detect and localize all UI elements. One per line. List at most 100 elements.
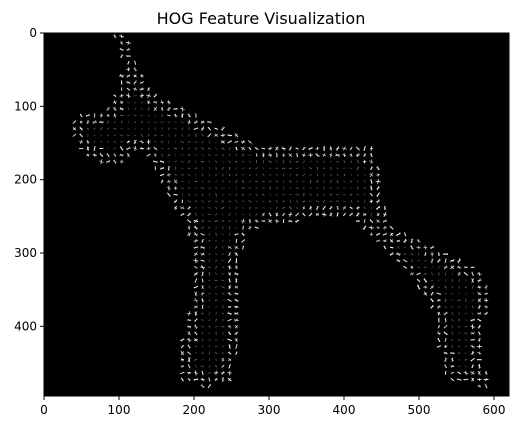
hog-gradient-stroke bbox=[457, 285, 461, 289]
hog-gradient-stroke bbox=[146, 153, 152, 157]
hog-gradient-stroke bbox=[187, 133, 191, 137]
hog-gradient-stroke bbox=[181, 167, 184, 170]
hog-gradient-stroke bbox=[79, 113, 83, 118]
hog-gradient-stroke bbox=[201, 304, 204, 309]
hog-gradient-stroke bbox=[241, 160, 245, 163]
hog-gradient-stroke bbox=[268, 160, 272, 163]
hog-gradient-stroke bbox=[227, 134, 232, 137]
hog-gradient-stroke bbox=[228, 252, 231, 256]
hog-gradient-stroke bbox=[107, 127, 109, 130]
hog-gradient-stroke bbox=[180, 140, 184, 143]
hog-gradient-stroke bbox=[220, 134, 226, 137]
hog-gradient-stroke bbox=[106, 114, 110, 117]
hog-gradient-stroke bbox=[477, 318, 482, 322]
hog-gradient-stroke bbox=[377, 166, 380, 171]
hog-gradient-stroke bbox=[228, 187, 231, 190]
hog-gradient-stroke bbox=[275, 146, 279, 151]
hog-gradient-stroke bbox=[93, 145, 96, 152]
hog-gradient-stroke bbox=[349, 187, 353, 190]
hog-gradient-stroke bbox=[316, 153, 319, 157]
hog-gradient-stroke bbox=[187, 325, 192, 329]
hog-gradient-stroke bbox=[261, 212, 265, 217]
hog-gradient-stroke bbox=[208, 173, 211, 177]
hog-gradient-stroke bbox=[86, 153, 90, 157]
hog-gradient-stroke bbox=[106, 153, 110, 157]
hog-gradient-stroke bbox=[194, 252, 198, 257]
hog-gradient-stroke bbox=[477, 305, 481, 309]
hog-gradient-stroke bbox=[140, 127, 144, 130]
hog-gradient-stroke bbox=[167, 133, 170, 137]
hog-gradient-stroke bbox=[180, 153, 184, 157]
hog-gradient-stroke bbox=[174, 113, 177, 118]
hog-gradient-stroke bbox=[377, 186, 380, 191]
hog-gradient-stroke bbox=[336, 200, 339, 203]
hog-gradient-stroke bbox=[133, 67, 138, 72]
hog-gradient-stroke bbox=[235, 173, 238, 177]
hog-gradient-stroke bbox=[207, 371, 211, 375]
hog-gradient-stroke bbox=[349, 160, 353, 163]
hog-gradient-stroke bbox=[214, 154, 218, 156]
hog-gradient-stroke bbox=[471, 351, 474, 356]
hog-gradient-stroke bbox=[201, 377, 204, 382]
hog-gradient-stroke bbox=[113, 114, 117, 117]
hog-gradient-stroke bbox=[248, 167, 252, 170]
hog-gradient-stroke bbox=[174, 147, 178, 150]
hog-gradient-stroke bbox=[179, 107, 185, 110]
hog-gradient-stroke bbox=[424, 259, 427, 262]
hog-gradient-stroke bbox=[261, 180, 265, 183]
hog-gradient-stroke bbox=[417, 266, 421, 269]
hog-gradient-stroke bbox=[214, 127, 218, 130]
hog-gradient-stroke bbox=[201, 193, 204, 197]
hog-gradient-stroke bbox=[221, 147, 225, 150]
hog-gradient-stroke bbox=[93, 127, 97, 130]
hog-gradient-stroke bbox=[221, 179, 225, 184]
hog-gradient-stroke bbox=[119, 41, 124, 45]
x-tick-label: 0 bbox=[40, 403, 48, 417]
hog-gradient-stroke bbox=[153, 106, 158, 112]
hog-gradient-stroke bbox=[369, 166, 373, 170]
hog-gradient-stroke bbox=[99, 120, 103, 124]
hog-gradient-stroke bbox=[450, 358, 454, 362]
hog-gradient-stroke bbox=[187, 192, 191, 197]
hog-gradient-stroke bbox=[214, 213, 218, 216]
hog-gradient-stroke bbox=[208, 246, 211, 249]
hog-gradient-stroke bbox=[383, 240, 387, 242]
hog-gradient-stroke bbox=[127, 107, 130, 111]
hog-gradient-stroke bbox=[309, 160, 312, 163]
hog-gradient-stroke bbox=[362, 173, 367, 177]
hog-gradient-stroke bbox=[443, 357, 448, 362]
hog-gradient-stroke bbox=[227, 318, 233, 322]
hog-gradient-stroke bbox=[302, 153, 306, 157]
axes-frame bbox=[43, 32, 510, 397]
hog-gradient-stroke bbox=[268, 219, 273, 223]
hog-gradient-stroke bbox=[458, 332, 461, 335]
hog-gradient-stroke bbox=[396, 240, 401, 242]
hog-gradient-stroke bbox=[289, 160, 292, 163]
hog-gradient-stroke bbox=[72, 127, 77, 131]
hog-gradient-stroke bbox=[458, 338, 461, 341]
hog-gradient-stroke bbox=[356, 173, 359, 177]
hog-gradient-stroke bbox=[444, 351, 448, 355]
hog-gradient-stroke bbox=[336, 146, 340, 151]
hog-gradient-stroke bbox=[444, 298, 447, 302]
hog-gradient-stroke bbox=[201, 345, 204, 348]
hog-gradient-stroke bbox=[208, 166, 211, 171]
hog-gradient-stroke bbox=[268, 173, 272, 176]
hog-gradient-stroke bbox=[214, 365, 218, 368]
hog-gradient-stroke bbox=[288, 206, 292, 210]
hog-gradient-stroke bbox=[221, 273, 225, 275]
y-tick-label: 0 bbox=[29, 26, 37, 40]
hog-gradient-stroke bbox=[174, 127, 178, 130]
hog-gradient-stroke bbox=[154, 166, 157, 171]
hog-gradient-stroke bbox=[127, 127, 130, 130]
hog-gradient-stroke bbox=[99, 114, 103, 117]
hog-gradient-stroke bbox=[194, 207, 198, 209]
hog-gradient-stroke bbox=[214, 252, 218, 256]
hog-gradient-stroke bbox=[173, 179, 178, 184]
hog-gradient-stroke bbox=[302, 212, 306, 217]
hog-gradient-stroke bbox=[451, 338, 454, 341]
hog-gradient-stroke bbox=[356, 212, 360, 217]
hog-gradient-stroke bbox=[302, 160, 306, 164]
hog-gradient-stroke bbox=[316, 187, 319, 189]
hog-gradient-stroke bbox=[147, 120, 150, 124]
